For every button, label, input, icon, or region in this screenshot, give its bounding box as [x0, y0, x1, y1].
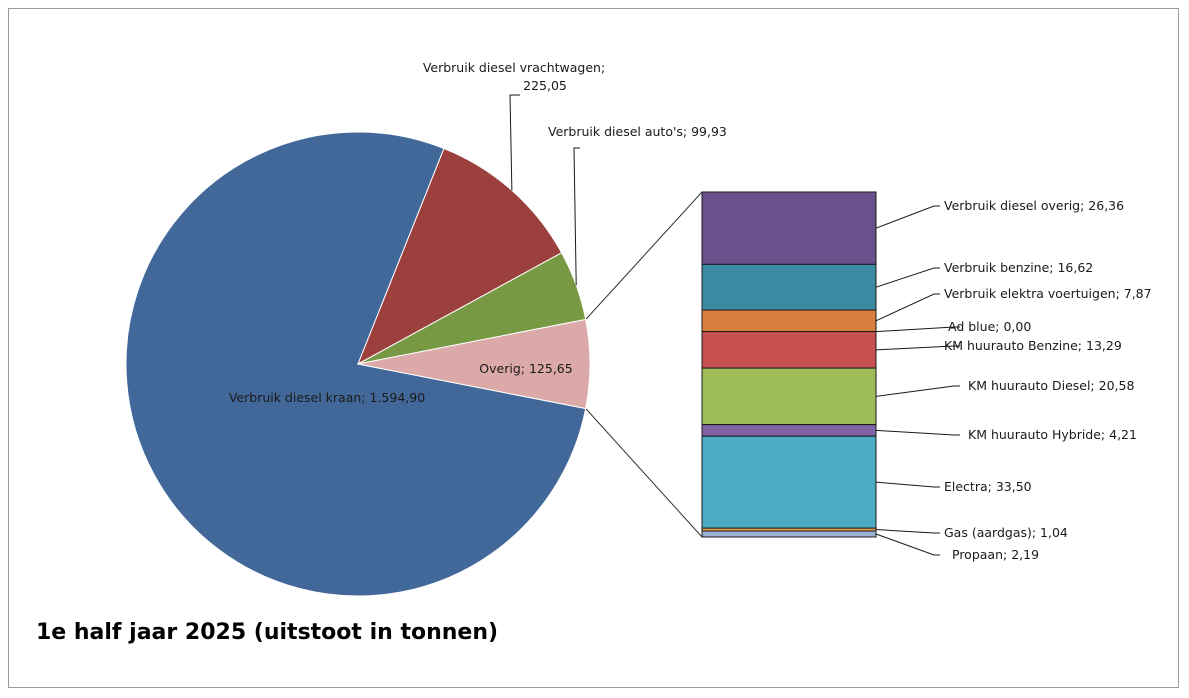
data-label-verbruik-diesel-kraan: Verbruik diesel kraan; 1.594,90 [229, 390, 425, 405]
bar-segment-km-huurauto-benzine [701, 331, 877, 369]
bar-segment-km-huurauto-hybride [701, 424, 877, 437]
leader-line-verbruik-diesel-auto-s [573, 147, 580, 286]
data-label-electra: Electra; 33,50 [944, 479, 1032, 494]
data-label-km-huurauto-benzine: KM huurauto Benzine; 13,29 [944, 338, 1122, 353]
leader-line-verbruik-diesel-overig [875, 205, 940, 229]
leader-line-km-huurauto-hybride [875, 429, 960, 436]
leader-line-verbruik-elektra-voertuigen [875, 293, 940, 322]
connector-lines [585, 191, 703, 538]
data-label-km-huurauto-hybride: KM huurauto Hybride; 4,21 [968, 427, 1137, 442]
leader-line-ad-blue [875, 326, 960, 333]
bar-segment-verbruik-diesel-overig [701, 191, 877, 265]
leader-line-km-huurauto-diesel [875, 385, 960, 397]
data-label-propaan: Propaan; 2,19 [952, 547, 1039, 562]
pie-slice-verbruik-diesel-vrachtwagen [357, 147, 563, 366]
pie-slices [125, 131, 591, 597]
data-label-verbruik-elektra-voertuigen: Verbruik elektra voertuigen; 7,87 [944, 286, 1152, 301]
data-label-verbruik-diesel-auto-s: Verbruik diesel auto's; 99,93 [548, 124, 727, 139]
data-label-gas-aardgas: Gas (aardgas); 1,04 [944, 525, 1068, 540]
data-label-verbruik-diesel-vrachtwagen: Verbruik diesel vrachtwagen; 225,05 [423, 60, 605, 93]
connector-line-bottom [585, 408, 703, 538]
bar-segment-verbruik-benzine [701, 263, 877, 311]
data-label-km-huurauto-diesel: KM huurauto Diesel; 20,58 [968, 378, 1134, 393]
leader-line-electra [875, 481, 940, 488]
pie-slice-verbruik-diesel-kraan [125, 131, 587, 597]
data-label-verbruik-diesel-overig: Verbruik diesel overig; 26,36 [944, 198, 1124, 213]
leader-line-verbruik-benzine [875, 267, 940, 288]
connector-line-top [585, 191, 703, 320]
bar-segments [701, 191, 877, 538]
data-label-overig: Overig; 125,65 [479, 361, 572, 376]
chart-title: 1e half jaar 2025 (uitstoot in tonnen) [36, 620, 499, 645]
leader-lines [509, 94, 960, 556]
leader-line-propaan [875, 533, 940, 556]
bar-segment-km-huurauto-diesel [701, 367, 877, 426]
bar-segment-electra [701, 435, 877, 529]
bar-segment-verbruik-elektra-voertuigen [701, 309, 877, 333]
data-labels: Verbruik diesel kraan; 1.594,90 Verbruik … [229, 60, 1152, 562]
pie-slice-overig [357, 318, 591, 410]
data-label-verbruik-benzine: Verbruik benzine; 16,62 [944, 260, 1093, 275]
leader-line-km-huurauto-benzine [875, 345, 960, 351]
leader-line-gas-aardgas [875, 529, 940, 534]
leader-line-verbruik-diesel-vrachtwagen [509, 94, 520, 191]
bar-segment-propaan [701, 530, 877, 538]
data-label-ad-blue: Ad blue; 0,00 [948, 319, 1031, 334]
